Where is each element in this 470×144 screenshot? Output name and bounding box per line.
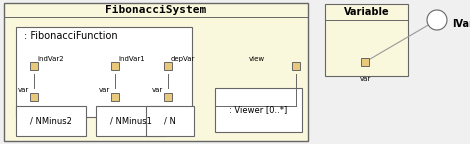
Bar bbox=[292, 62, 300, 70]
Text: / NMinus2: / NMinus2 bbox=[30, 116, 72, 126]
Circle shape bbox=[427, 10, 447, 30]
Bar bbox=[16, 27, 192, 117]
Bar bbox=[96, 106, 166, 136]
Bar bbox=[30, 93, 38, 101]
Text: depVar: depVar bbox=[171, 56, 196, 62]
Text: view: view bbox=[249, 56, 265, 62]
Bar bbox=[30, 62, 38, 70]
Bar bbox=[325, 4, 408, 76]
Text: / N: / N bbox=[164, 116, 176, 126]
Text: FibonacciSystem: FibonacciSystem bbox=[105, 5, 207, 15]
Text: indVar2: indVar2 bbox=[37, 56, 63, 62]
Bar bbox=[164, 62, 172, 70]
Text: var: var bbox=[18, 87, 29, 93]
Bar bbox=[16, 106, 86, 136]
Text: / NMinus1: / NMinus1 bbox=[110, 116, 152, 126]
Bar bbox=[361, 58, 369, 66]
Bar bbox=[111, 93, 119, 101]
Bar bbox=[164, 93, 172, 101]
Text: : FibonacciFunction: : FibonacciFunction bbox=[24, 31, 118, 41]
Text: var: var bbox=[360, 76, 371, 82]
Text: : Viewer [0..*]: : Viewer [0..*] bbox=[229, 106, 288, 114]
Bar bbox=[215, 88, 302, 132]
Text: var: var bbox=[152, 87, 163, 93]
Text: indVar1: indVar1 bbox=[118, 56, 145, 62]
Bar bbox=[4, 3, 308, 141]
Text: IVar: IVar bbox=[452, 19, 470, 29]
Text: var: var bbox=[99, 87, 110, 93]
Text: Variable: Variable bbox=[344, 7, 389, 17]
Bar bbox=[111, 62, 119, 70]
Bar bbox=[146, 106, 194, 136]
